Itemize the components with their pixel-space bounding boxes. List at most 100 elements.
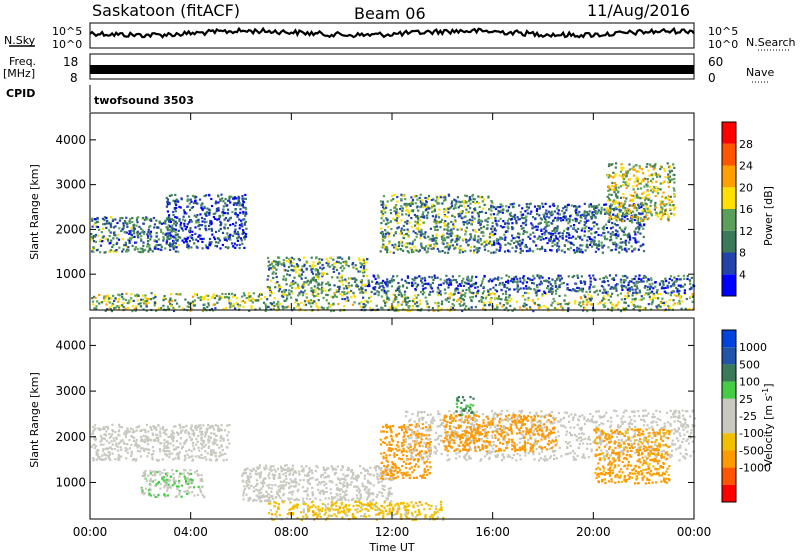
power-cell xyxy=(103,300,105,302)
velocity-cell xyxy=(152,446,154,448)
power-cell xyxy=(286,260,288,262)
power-colorbar-tick-label: 24 xyxy=(739,160,753,173)
power-cell xyxy=(241,239,243,241)
power-cell xyxy=(639,299,641,301)
power-cell xyxy=(415,228,417,230)
power-cell xyxy=(593,278,595,280)
power-cell xyxy=(455,279,457,281)
power-cell xyxy=(442,242,444,244)
power-cell xyxy=(490,217,492,219)
power-cell xyxy=(610,164,612,166)
power-cell xyxy=(623,281,625,283)
power-cell xyxy=(222,200,224,202)
power-region-1 xyxy=(166,194,248,250)
power-cell xyxy=(566,232,568,234)
power-cell xyxy=(107,239,109,241)
power-cell xyxy=(348,282,350,284)
power-cell xyxy=(125,299,127,301)
power-cell xyxy=(492,222,494,224)
power-cell xyxy=(130,227,132,229)
power-cell xyxy=(515,240,517,242)
velocity-cell xyxy=(147,440,149,442)
power-cell xyxy=(573,249,575,251)
power-cell xyxy=(469,207,471,209)
power-cell xyxy=(142,295,144,297)
power-cell xyxy=(116,305,118,307)
power-cell xyxy=(662,182,664,184)
power-cell xyxy=(401,279,403,281)
power-cell xyxy=(232,245,234,247)
power-colorbar-tick-label: 28 xyxy=(739,138,753,151)
power-cell xyxy=(459,292,461,294)
power-cell xyxy=(599,278,601,280)
power-cell xyxy=(280,263,282,265)
power-cell xyxy=(554,244,556,246)
power-cell xyxy=(429,238,431,240)
power-cell xyxy=(401,304,403,306)
power-cell xyxy=(645,183,647,185)
power-cell xyxy=(417,206,419,208)
power-cell xyxy=(548,232,550,234)
power-cell xyxy=(576,249,578,251)
power-cell xyxy=(646,166,648,168)
power-cell xyxy=(140,305,142,307)
velocity-cell xyxy=(163,443,165,445)
power-cell xyxy=(172,236,174,238)
power-cell xyxy=(413,246,415,248)
power-cell xyxy=(652,299,654,301)
power-cell xyxy=(178,244,180,246)
power-cell xyxy=(425,200,427,202)
power-cell xyxy=(199,238,201,240)
power-cell xyxy=(614,242,616,244)
power-cell xyxy=(109,301,111,303)
velocity-cell xyxy=(98,428,100,430)
power-cell xyxy=(393,207,395,209)
power-cell xyxy=(171,224,173,226)
power-cell xyxy=(303,257,305,259)
power-cell xyxy=(338,261,340,263)
power-cell xyxy=(363,261,365,263)
power-cell xyxy=(403,244,405,246)
power-cell xyxy=(588,275,590,277)
power-cell xyxy=(132,245,134,247)
power-cell xyxy=(460,285,462,287)
power-cell xyxy=(450,241,452,243)
power-cell xyxy=(493,206,495,208)
power-cell xyxy=(504,223,506,225)
power-cell xyxy=(417,221,419,223)
power-cell xyxy=(510,298,512,300)
power-cell xyxy=(224,212,226,214)
power-cell xyxy=(615,274,617,276)
power-cell xyxy=(664,205,666,207)
noise-panel: 10^5 10^0 10^5 10^0 xyxy=(52,23,738,51)
power-cell xyxy=(584,296,586,298)
velocity-cell xyxy=(144,439,146,441)
power-cell xyxy=(498,295,500,297)
power-cell xyxy=(360,306,362,308)
power-cell xyxy=(418,275,420,277)
power-cell xyxy=(189,227,191,229)
power-cell xyxy=(384,211,386,213)
power-cell xyxy=(469,296,471,298)
power-cell xyxy=(624,211,626,213)
power-cell xyxy=(650,201,652,203)
power-cell xyxy=(101,231,103,233)
power-cell xyxy=(402,250,404,252)
station-title: Saskatoon (fitACF) xyxy=(92,1,240,20)
power-cell xyxy=(358,288,360,290)
power-cell xyxy=(481,211,483,213)
power-cell xyxy=(663,302,665,304)
power-cell xyxy=(673,181,675,183)
power-cell xyxy=(676,278,678,280)
power-cell xyxy=(530,203,532,205)
power-cell xyxy=(581,239,583,241)
power-cell xyxy=(495,206,497,208)
power-cell xyxy=(635,178,637,180)
power-cell xyxy=(412,305,414,307)
power-cell xyxy=(273,302,275,304)
power-cell xyxy=(386,251,388,253)
power-cell xyxy=(207,295,209,297)
power-cell xyxy=(235,212,237,214)
power-cell xyxy=(454,216,456,218)
power-cell xyxy=(673,178,675,180)
